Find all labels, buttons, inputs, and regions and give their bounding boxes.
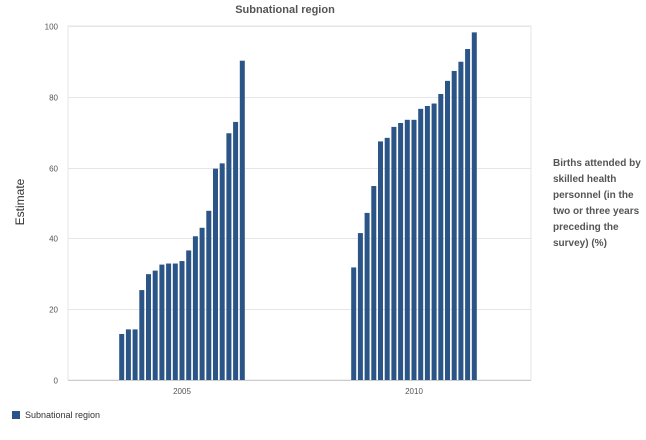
x-tick-label: 2010	[405, 387, 423, 396]
bar	[239, 60, 245, 380]
bar	[465, 49, 471, 380]
bar	[179, 261, 185, 380]
bar	[139, 290, 145, 380]
bar	[458, 61, 464, 380]
bar	[219, 163, 225, 380]
y-tick-label: 0	[54, 377, 59, 386]
bar	[119, 333, 125, 380]
bar	[206, 210, 212, 380]
y-tick-label: 20	[49, 306, 58, 315]
y-tick-label: 80	[49, 94, 58, 103]
bar	[391, 126, 397, 380]
bar	[404, 119, 410, 380]
bar	[132, 329, 138, 380]
bar	[192, 236, 198, 380]
legend-swatch	[12, 411, 20, 419]
bar	[166, 263, 172, 380]
bar	[152, 270, 158, 380]
bar	[357, 233, 363, 380]
bar	[445, 80, 450, 381]
legend-label: Subnational region	[25, 410, 101, 420]
y-tick-label: 100	[45, 23, 59, 32]
bar	[351, 267, 357, 380]
bar	[424, 106, 430, 380]
bar	[233, 121, 239, 381]
side-note: Births attended by skilled health person…	[553, 158, 641, 249]
bar	[159, 264, 165, 380]
bar	[398, 123, 404, 380]
legend[interactable]: Subnational region	[12, 410, 100, 420]
chart-title: Subnational region	[235, 4, 335, 16]
bar	[199, 227, 205, 380]
bar	[186, 250, 192, 380]
bar	[146, 274, 151, 380]
bar	[438, 93, 444, 380]
y-tick-label: 40	[49, 235, 58, 244]
bar	[226, 133, 232, 380]
y-tick-label: 60	[49, 165, 58, 174]
bar	[418, 108, 424, 380]
bar	[384, 137, 390, 380]
bar	[378, 141, 383, 380]
x-tick-label: 2005	[173, 387, 191, 396]
bar	[213, 168, 218, 380]
bar	[471, 32, 477, 381]
bar	[364, 212, 370, 380]
bar	[431, 103, 437, 380]
bar	[451, 70, 457, 381]
bar	[371, 186, 377, 380]
bar	[172, 263, 178, 380]
bar	[411, 119, 417, 380]
bar	[125, 329, 131, 380]
